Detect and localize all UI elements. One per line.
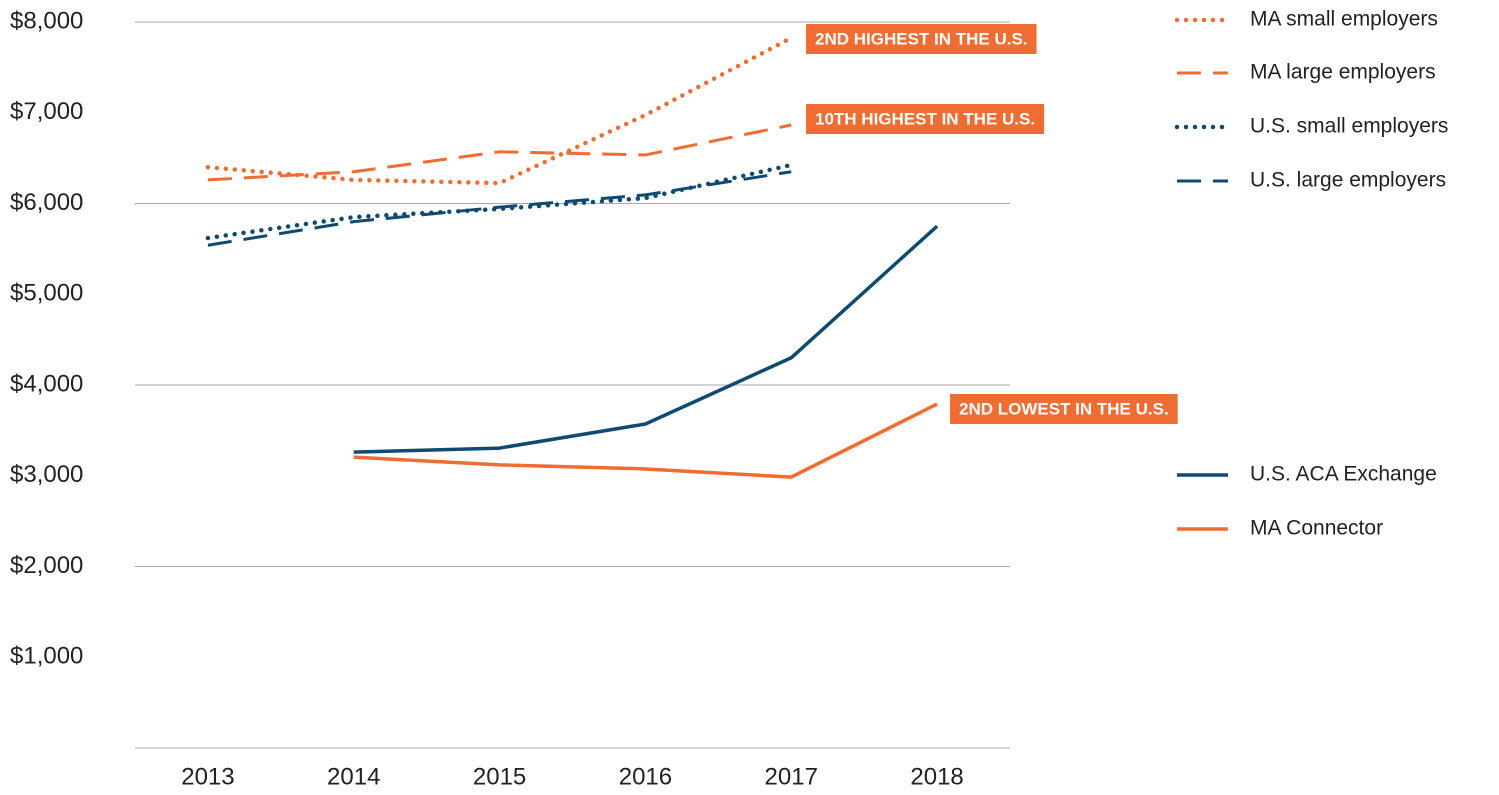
y-tick-label: $3,000: [10, 461, 83, 488]
legend-label: U.S. small employers: [1250, 115, 1448, 138]
legend-label: MA small employers: [1250, 8, 1438, 31]
x-tick-label: 2016: [619, 763, 672, 790]
annotation-text: 10TH HIGHEST IN THE U.S.: [815, 109, 1035, 128]
annotation-box: [806, 104, 1045, 134]
annotation-box: [950, 394, 1178, 424]
annotation: 10TH HIGHEST IN THE U.S.: [806, 104, 1045, 134]
legend-label: MA large employers: [1250, 61, 1436, 84]
x-tick-label: 2015: [473, 763, 526, 790]
legend-item: U.S. ACA Exchange: [1177, 463, 1437, 486]
legend-label: U.S. large employers: [1250, 169, 1446, 192]
legend-label: U.S. ACA Exchange: [1250, 463, 1437, 486]
series-line: [207, 170, 792, 247]
y-tick-label: $1,000: [10, 643, 83, 670]
legend-item: U.S. large employers: [1177, 169, 1446, 192]
y-tick-label: $2,000: [10, 552, 83, 579]
series-line: [353, 402, 938, 479]
x-tick-label: 2014: [327, 763, 380, 790]
annotation: 2ND LOWEST IN THE U.S.: [950, 394, 1178, 424]
legend-item: MA small employers: [1174, 8, 1438, 31]
annotation-text: 2ND HIGHEST IN THE U.S.: [815, 29, 1028, 48]
y-tick-label: $7,000: [10, 98, 83, 125]
x-tick-label: 2017: [765, 763, 818, 790]
annotation-text: 2ND LOWEST IN THE U.S.: [959, 399, 1169, 418]
series-line: [207, 123, 792, 182]
legend-item: U.S. small employers: [1174, 115, 1448, 138]
legend-label: MA Connector: [1250, 517, 1383, 540]
y-tick-label: $8,000: [10, 7, 83, 34]
series-line: [353, 224, 939, 454]
y-tick-label: $6,000: [10, 189, 83, 216]
series-line: [205, 35, 794, 186]
y-tick-label: $5,000: [10, 280, 83, 307]
series-line: [205, 162, 794, 241]
x-tick-label: 2018: [910, 763, 963, 790]
annotation-box: [806, 24, 1037, 54]
annotation: 2ND HIGHEST IN THE U.S.: [806, 24, 1037, 54]
y-tick-label: $4,000: [10, 370, 83, 397]
x-tick-label: 2013: [181, 763, 234, 790]
legend-item: MA Connector: [1177, 517, 1383, 540]
legend-item: MA large employers: [1177, 61, 1436, 84]
